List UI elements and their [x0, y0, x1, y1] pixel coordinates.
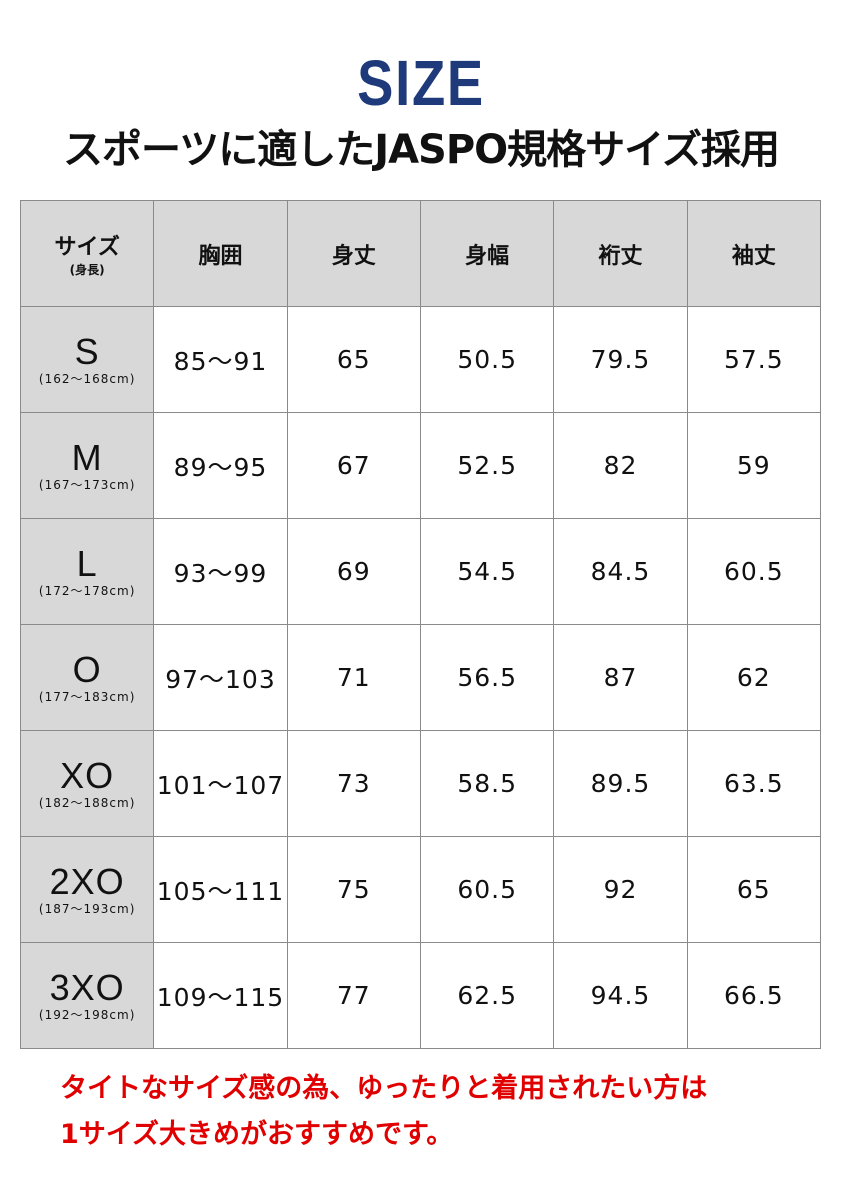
height-range: (187〜193cm) — [38, 901, 136, 916]
value-cell: 75 — [286, 836, 421, 943]
table-row: S (162〜168cm) 85〜91 65 50.5 79.5 57.5 — [19, 306, 822, 413]
value-cell: 89〜95 — [153, 412, 288, 519]
size-label: XO — [60, 754, 115, 796]
size-cell: S (162〜168cm) — [19, 306, 155, 413]
value-cell: 54.5 — [419, 518, 555, 625]
size-label: O — [72, 648, 102, 690]
header-size-sub: (身長) — [69, 263, 105, 277]
size-label: M — [71, 436, 103, 478]
table-row: 2XO (187〜193cm) 105〜111 75 60.5 92 65 — [19, 836, 822, 943]
size-cell: 3XO (192〜198cm) — [19, 942, 155, 1049]
header-body-length: 身丈 — [286, 200, 421, 307]
value-cell: 71 — [286, 624, 421, 731]
value-cell: 65 — [686, 836, 822, 943]
size-cell: O (177〜183cm) — [19, 624, 155, 731]
header-size-label: サイズ — [54, 235, 120, 260]
value-cell: 79.5 — [553, 306, 688, 413]
size-table: サイズ (身長) 胸囲 身丈 身幅 裄丈 袖丈 S (162〜168cm) 85〜… — [19, 200, 822, 1049]
size-label: S — [74, 330, 100, 372]
fit-note: タイトなサイズ感の為、ゆったりと着用されたい方は 1サイズ大きめがおすすめです。 — [60, 1066, 707, 1158]
height-range: (167〜173cm) — [38, 477, 136, 492]
value-cell: 97〜103 — [153, 624, 288, 731]
size-cell: 2XO (187〜193cm) — [19, 836, 155, 943]
size-label: 2XO — [49, 860, 125, 902]
table-header-row: サイズ (身長) 胸囲 身丈 身幅 裄丈 袖丈 — [19, 200, 822, 307]
value-cell: 73 — [286, 730, 421, 837]
value-cell: 57.5 — [686, 306, 822, 413]
fit-note-line-2: 1サイズ大きめがおすすめです。 — [60, 1119, 454, 1150]
value-cell: 62.5 — [419, 942, 555, 1049]
height-range: (192〜198cm) — [38, 1007, 136, 1022]
header-sleeve-total: 裄丈 — [553, 200, 688, 307]
table-row: O (177〜183cm) 97〜103 71 56.5 87 62 — [19, 624, 822, 731]
size-cell: L (172〜178cm) — [19, 518, 155, 625]
value-cell: 52.5 — [419, 412, 555, 519]
header-chest: 胸囲 — [153, 200, 288, 307]
header-body-width: 身幅 — [419, 200, 555, 307]
value-cell: 84.5 — [553, 518, 688, 625]
height-range: (162〜168cm) — [38, 371, 136, 386]
value-cell: 60.5 — [686, 518, 822, 625]
value-cell: 92 — [553, 836, 688, 943]
page-subtitle: スポーツに適したJASPO規格サイズ採用 — [63, 127, 780, 173]
value-cell: 62 — [686, 624, 822, 731]
value-cell: 77 — [286, 942, 421, 1049]
page-title: SIZE — [357, 47, 485, 119]
header-sleeve-length: 袖丈 — [686, 200, 822, 307]
value-cell: 101〜107 — [153, 730, 288, 837]
value-cell: 56.5 — [419, 624, 555, 731]
table-row: L (172〜178cm) 93〜99 69 54.5 84.5 60.5 — [19, 518, 822, 625]
header-size: サイズ (身長) — [19, 200, 155, 307]
value-cell: 105〜111 — [153, 836, 288, 943]
value-cell: 109〜115 — [153, 942, 288, 1049]
height-range: (172〜178cm) — [38, 583, 136, 598]
height-range: (182〜188cm) — [38, 795, 136, 810]
table-row: 3XO (192〜198cm) 109〜115 77 62.5 94.5 66.5 — [19, 942, 822, 1049]
size-cell: M (167〜173cm) — [19, 412, 155, 519]
value-cell: 63.5 — [686, 730, 822, 837]
table-row: M (167〜173cm) 89〜95 67 52.5 82 59 — [19, 412, 822, 519]
value-cell: 59 — [686, 412, 822, 519]
value-cell: 87 — [553, 624, 688, 731]
value-cell: 93〜99 — [153, 518, 288, 625]
value-cell: 58.5 — [419, 730, 555, 837]
size-label: 3XO — [49, 966, 125, 1008]
value-cell: 67 — [286, 412, 421, 519]
table-row: XO (182〜188cm) 101〜107 73 58.5 89.5 63.5 — [19, 730, 822, 837]
height-range: (177〜183cm) — [38, 689, 136, 704]
fit-note-line-1: タイトなサイズ感の為、ゆったりと着用されたい方は — [60, 1073, 708, 1104]
value-cell: 60.5 — [419, 836, 555, 943]
value-cell: 65 — [286, 306, 421, 413]
size-cell: XO (182〜188cm) — [19, 730, 155, 837]
value-cell: 94.5 — [553, 942, 688, 1049]
value-cell: 69 — [286, 518, 421, 625]
value-cell: 82 — [553, 412, 688, 519]
value-cell: 50.5 — [419, 306, 555, 413]
value-cell: 85〜91 — [153, 306, 288, 413]
size-label: L — [76, 542, 98, 584]
value-cell: 89.5 — [553, 730, 688, 837]
value-cell: 66.5 — [686, 942, 822, 1049]
